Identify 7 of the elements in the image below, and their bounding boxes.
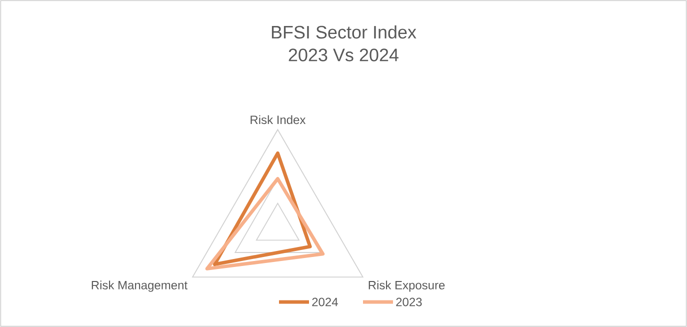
chart-title: BFSI Sector Index [272,25,416,39]
chart-subtitle: 2023 Vs 2024 [288,48,398,62]
legend-label: 2024 [312,298,338,306]
spoke-label: Risk Management [92,280,188,292]
spoke-label: Risk Index [250,115,306,124]
spoke-label: Risk Exposure [368,280,445,292]
legend-label: 2023 [396,298,422,306]
